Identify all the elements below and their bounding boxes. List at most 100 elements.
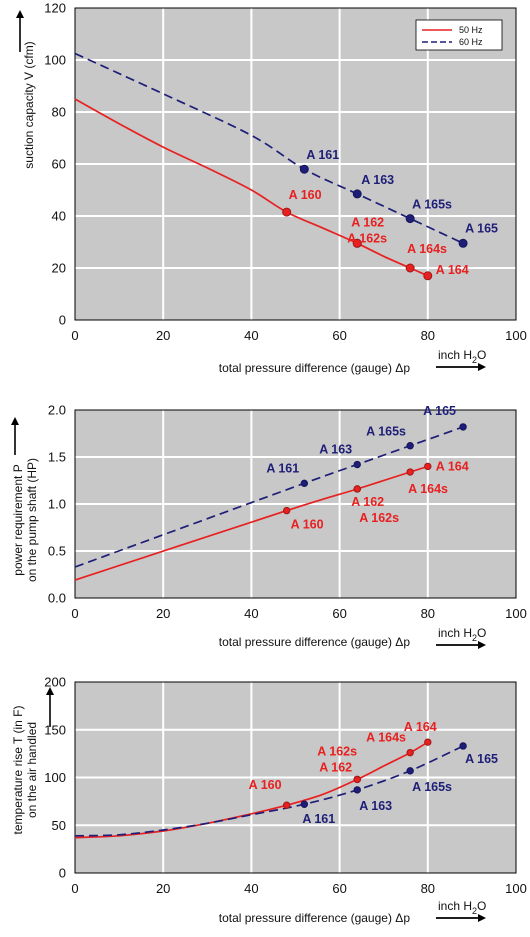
legend-box xyxy=(415,19,503,51)
plot-frame xyxy=(74,681,517,874)
data-label: A 163 xyxy=(361,173,394,187)
data-label: A 164 xyxy=(436,263,469,277)
x-axis-unit: inch H2O xyxy=(438,348,486,365)
data-point xyxy=(424,462,432,471)
data-label: A 162s xyxy=(317,744,357,758)
chart-panel-3: 0 50 100 150 200 0 20 40 60 80 100 temperature rise… xyxy=(11,675,527,926)
data-label: A 162 xyxy=(319,760,352,774)
data-label: A 161 xyxy=(302,812,335,826)
x-tick-label: 80 xyxy=(421,606,435,621)
series-line-60hz xyxy=(74,745,464,837)
data-point xyxy=(459,742,467,750)
y-axis-arrow-head xyxy=(16,10,24,18)
y-axis-label: temperature rise T (in F)on the air hand… xyxy=(11,706,39,835)
data-point xyxy=(300,479,309,488)
x-axis-unit-tail: O xyxy=(477,626,486,640)
chart-panel-2: 0.0 0.5 1.0 1.5 2.0 0 20 40 60 80 100 power require… xyxy=(11,403,527,649)
y-tick-label: 100 xyxy=(44,770,66,785)
data-label: A 161 xyxy=(266,461,299,475)
legend: 50 Hz 60 Hz xyxy=(415,19,503,51)
data-point xyxy=(405,263,415,273)
y-tick-label: 2.0 xyxy=(48,403,66,418)
data-point xyxy=(282,801,291,809)
x-axis-unit-sub: 2 xyxy=(472,906,477,916)
y-tick-label: 150 xyxy=(44,722,66,737)
y-tick-label: 1.5 xyxy=(48,450,66,465)
data-point xyxy=(353,485,361,493)
data-label: A 165s xyxy=(412,198,452,212)
x-axis-symbol: Δp xyxy=(395,635,410,649)
y-axis-label-line: on the air handled xyxy=(25,722,39,818)
data-point xyxy=(352,189,362,199)
y-tick-label: 1.0 xyxy=(48,497,66,512)
data-point xyxy=(424,738,432,746)
x-axis-label: total pressure difference (gauge) Δp xyxy=(219,361,411,375)
data-point xyxy=(353,786,361,794)
x-axis-symbol: Δp xyxy=(395,911,410,925)
y-tick-label: 0.0 xyxy=(48,591,66,606)
y-axis-label: suction capacity V (cfm) xyxy=(22,41,36,168)
data-label: A 162 xyxy=(351,215,384,229)
y-axis-label-line: suction capacity V (cfm) xyxy=(22,41,36,168)
data-label: A 165s xyxy=(412,780,452,794)
data-point xyxy=(352,238,362,248)
y-axis-arrow-head xyxy=(11,417,19,425)
data-point xyxy=(353,460,361,469)
plot-frame xyxy=(74,409,517,599)
y-axis-label-line: temperature rise T (in F) xyxy=(11,706,25,835)
legend-label: 60 Hz xyxy=(459,37,483,47)
x-axis-label: total pressure difference (gauge) Δp xyxy=(219,635,411,649)
y-tick-label: 20 xyxy=(52,261,66,276)
x-axis-unit-main: inch H xyxy=(438,899,472,913)
y-tick-label: 120 xyxy=(44,1,66,16)
x-tick-label: 100 xyxy=(505,328,527,343)
x-tick-label: 80 xyxy=(421,328,435,343)
y-tick-label: 50 xyxy=(52,818,66,833)
y-tick-label: 40 xyxy=(52,209,66,224)
data-point xyxy=(459,423,467,431)
data-label: A 160 xyxy=(291,518,324,532)
data-label: A 164s xyxy=(407,242,447,256)
x-tick-label: 60 xyxy=(332,881,346,896)
data-point xyxy=(458,238,468,248)
data-point xyxy=(282,506,291,515)
data-label: A 161 xyxy=(306,148,339,162)
data-point xyxy=(405,214,415,224)
x-axis-unit-main: inch H xyxy=(438,626,472,640)
x-axis-unit-main: inch H xyxy=(438,348,472,362)
x-tick-label: 20 xyxy=(156,881,170,896)
plot-frame xyxy=(74,7,517,321)
x-axis-symbol: Δp xyxy=(395,361,410,375)
x-axis-arrow-head xyxy=(478,641,486,649)
y-axis-arrow-head xyxy=(46,687,54,695)
chart-panel-1: 0 20 40 60 80 100 120 0 20 40 60 80 100 suction capac… xyxy=(16,1,527,375)
data-label: A 165 xyxy=(465,752,498,766)
data-label: A 162s xyxy=(347,231,387,245)
x-tick-label: 0 xyxy=(71,606,78,621)
data-label: A 164s xyxy=(366,731,406,745)
y-axis-label-line: power requirement P xyxy=(11,464,25,575)
y-axis-label-line: on the pump shaft (HP) xyxy=(25,458,39,582)
x-tick-label: 0 xyxy=(71,328,78,343)
y-tick-label: 0 xyxy=(59,866,66,881)
x-tick-label: 40 xyxy=(244,881,258,896)
x-axis-label: total pressure difference (gauge) Δp xyxy=(219,911,411,925)
data-label: A 164 xyxy=(404,720,437,734)
data-label: A 163 xyxy=(359,799,392,813)
data-point xyxy=(406,468,414,476)
x-axis-unit-tail: O xyxy=(477,899,486,913)
y-tick-label: 0 xyxy=(59,313,66,328)
x-tick-label: 60 xyxy=(332,328,346,343)
data-label: A 165 xyxy=(465,221,498,235)
x-tick-label: 60 xyxy=(332,606,346,621)
data-label: A 165 xyxy=(423,404,456,418)
x-axis-unit: inch H2O xyxy=(438,626,486,643)
x-tick-label: 100 xyxy=(505,606,527,621)
x-tick-label: 0 xyxy=(71,881,78,896)
data-label: A 162s xyxy=(359,511,399,525)
data-label: A 163 xyxy=(319,443,352,457)
data-point xyxy=(282,207,292,217)
x-tick-label: 20 xyxy=(156,328,170,343)
x-tick-label: 40 xyxy=(244,606,258,621)
